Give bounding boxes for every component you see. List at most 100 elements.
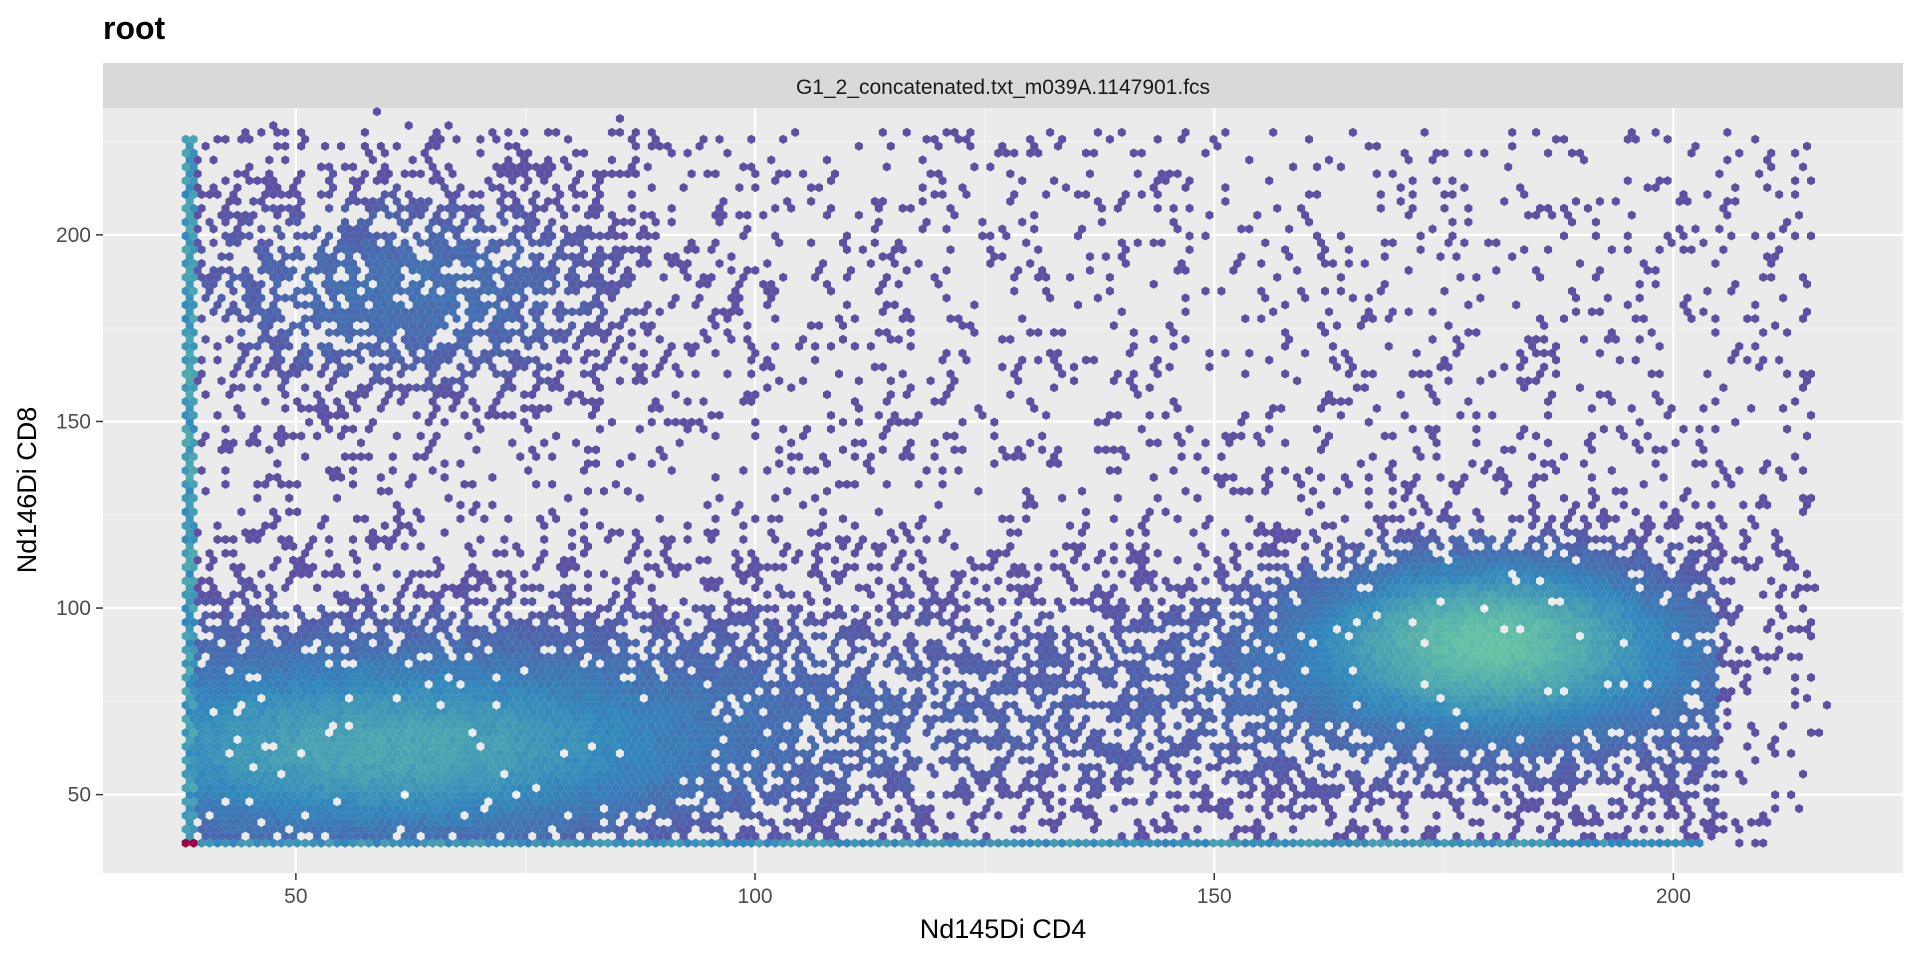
hexbin-cell [1169,769,1178,779]
hexbin-cell [827,797,835,807]
hexbin-cell [1042,728,1051,738]
hexbin-cell [504,804,513,814]
hexbin-cell [1512,755,1521,765]
hexbin-cell [779,728,788,738]
hexbin-cell [233,790,242,800]
hexbin-cell [548,741,557,752]
hexbin-cell [237,728,246,738]
hexbin-cell [1795,804,1803,814]
hexbin-cell [631,762,640,772]
hexbin-cell [1587,748,1596,758]
hexbin-cell [488,748,497,758]
hexbin-cell [1671,769,1680,779]
hexbin-cell [651,783,660,793]
hexbin-cell [998,735,1007,745]
hexbin-cell [560,817,569,827]
hexbin-cell [428,728,437,738]
hexbin-cell [364,783,373,793]
hexbin-cell [1655,741,1664,752]
hexbin-cell [723,797,732,807]
hexbin-cell [839,817,847,827]
hexbin-cell [675,755,684,765]
hexbin-cell [938,755,947,765]
hexbin-cell [1691,762,1700,772]
hexbin-cell [1237,790,1246,800]
hexbin-cell [233,762,242,772]
hexbin-cell [396,838,405,848]
hexbin-cell [448,817,457,827]
hexbin-cell [715,810,724,821]
hexbin-cell [1400,797,1409,807]
hexbin-cell [1484,776,1493,786]
hexbin-cell [878,817,887,827]
hexbin-cell [1611,762,1620,772]
hexbin-cell [950,748,959,758]
hexbin-cell [1420,790,1429,800]
hexbin-cell [1655,838,1664,848]
hexbin-cell [480,817,489,827]
hexbin-cell [197,797,206,807]
hexbin-cell [205,838,214,848]
hexbin-cell [755,769,764,779]
hexbin-cell [277,824,286,834]
hexbin-cell [771,783,780,793]
hexbin-cell [1468,776,1477,786]
hexbin-cell [771,838,780,848]
hexbin-cell [596,755,604,765]
hexbin-cell [484,741,493,752]
hexbin-cell [476,838,485,848]
hexbin-cell [309,741,318,752]
hexbin-cell [309,728,318,738]
hexbin-cell [759,762,768,772]
hexbin-cell [615,831,624,841]
hexbin-cell [1241,741,1250,752]
hexbin-cell [245,755,254,765]
hexbin-cell [719,790,728,800]
hexbin-cell [1137,728,1146,738]
hexbin-cell [683,783,692,793]
hexbin-cell [1372,735,1381,745]
hexbin-cell [253,741,262,752]
hexbin-cell [1472,797,1481,807]
hexbin-cell [639,748,648,758]
hexbin-cell [1205,762,1214,772]
hexbin-cell [1615,838,1624,848]
hexbin-cell [189,810,198,821]
hexbin-cell [588,797,596,807]
hexbin-cell [603,741,612,752]
hexbin-cell [225,831,234,841]
hexbin-cell [683,741,692,752]
hexbin-cell [755,741,764,752]
hexbin-cell [568,790,577,800]
hexbin-cell [962,741,971,752]
hexbin-cell [966,817,975,827]
hexbin-cell [894,735,903,745]
hexbin-cell [544,831,553,841]
hexbin-cell [1253,762,1262,772]
hexbin-cell [552,804,561,814]
hexbin-cell [428,797,437,807]
hexbin-cell [181,810,190,821]
hexbin-cell [364,824,373,834]
hexbin-cell [1576,741,1584,752]
hexbin-cell [412,728,421,738]
hexbin-cell [870,748,879,758]
hexbin-cell [1484,735,1493,745]
hexbin-cell [882,769,891,779]
hexbin-cell [1285,735,1294,745]
hexbin-cell [918,817,927,827]
hexbin-cell [1580,776,1588,786]
hexbin-cell [627,797,636,807]
hexbin-cell [639,804,648,814]
hexbin-cell [528,817,537,827]
hexbin-cell [524,797,533,807]
hexbin-cell [1611,748,1620,758]
hexbin-cell [1169,838,1178,848]
hexbin-cell [1448,838,1457,848]
hexbin-cell [1460,776,1469,786]
hexbin-cell [1356,776,1365,786]
hexbin-cell [1321,769,1329,779]
hexbin-cell [376,762,385,772]
hexbin-cell [667,824,676,834]
hexbin-cell [269,797,278,807]
